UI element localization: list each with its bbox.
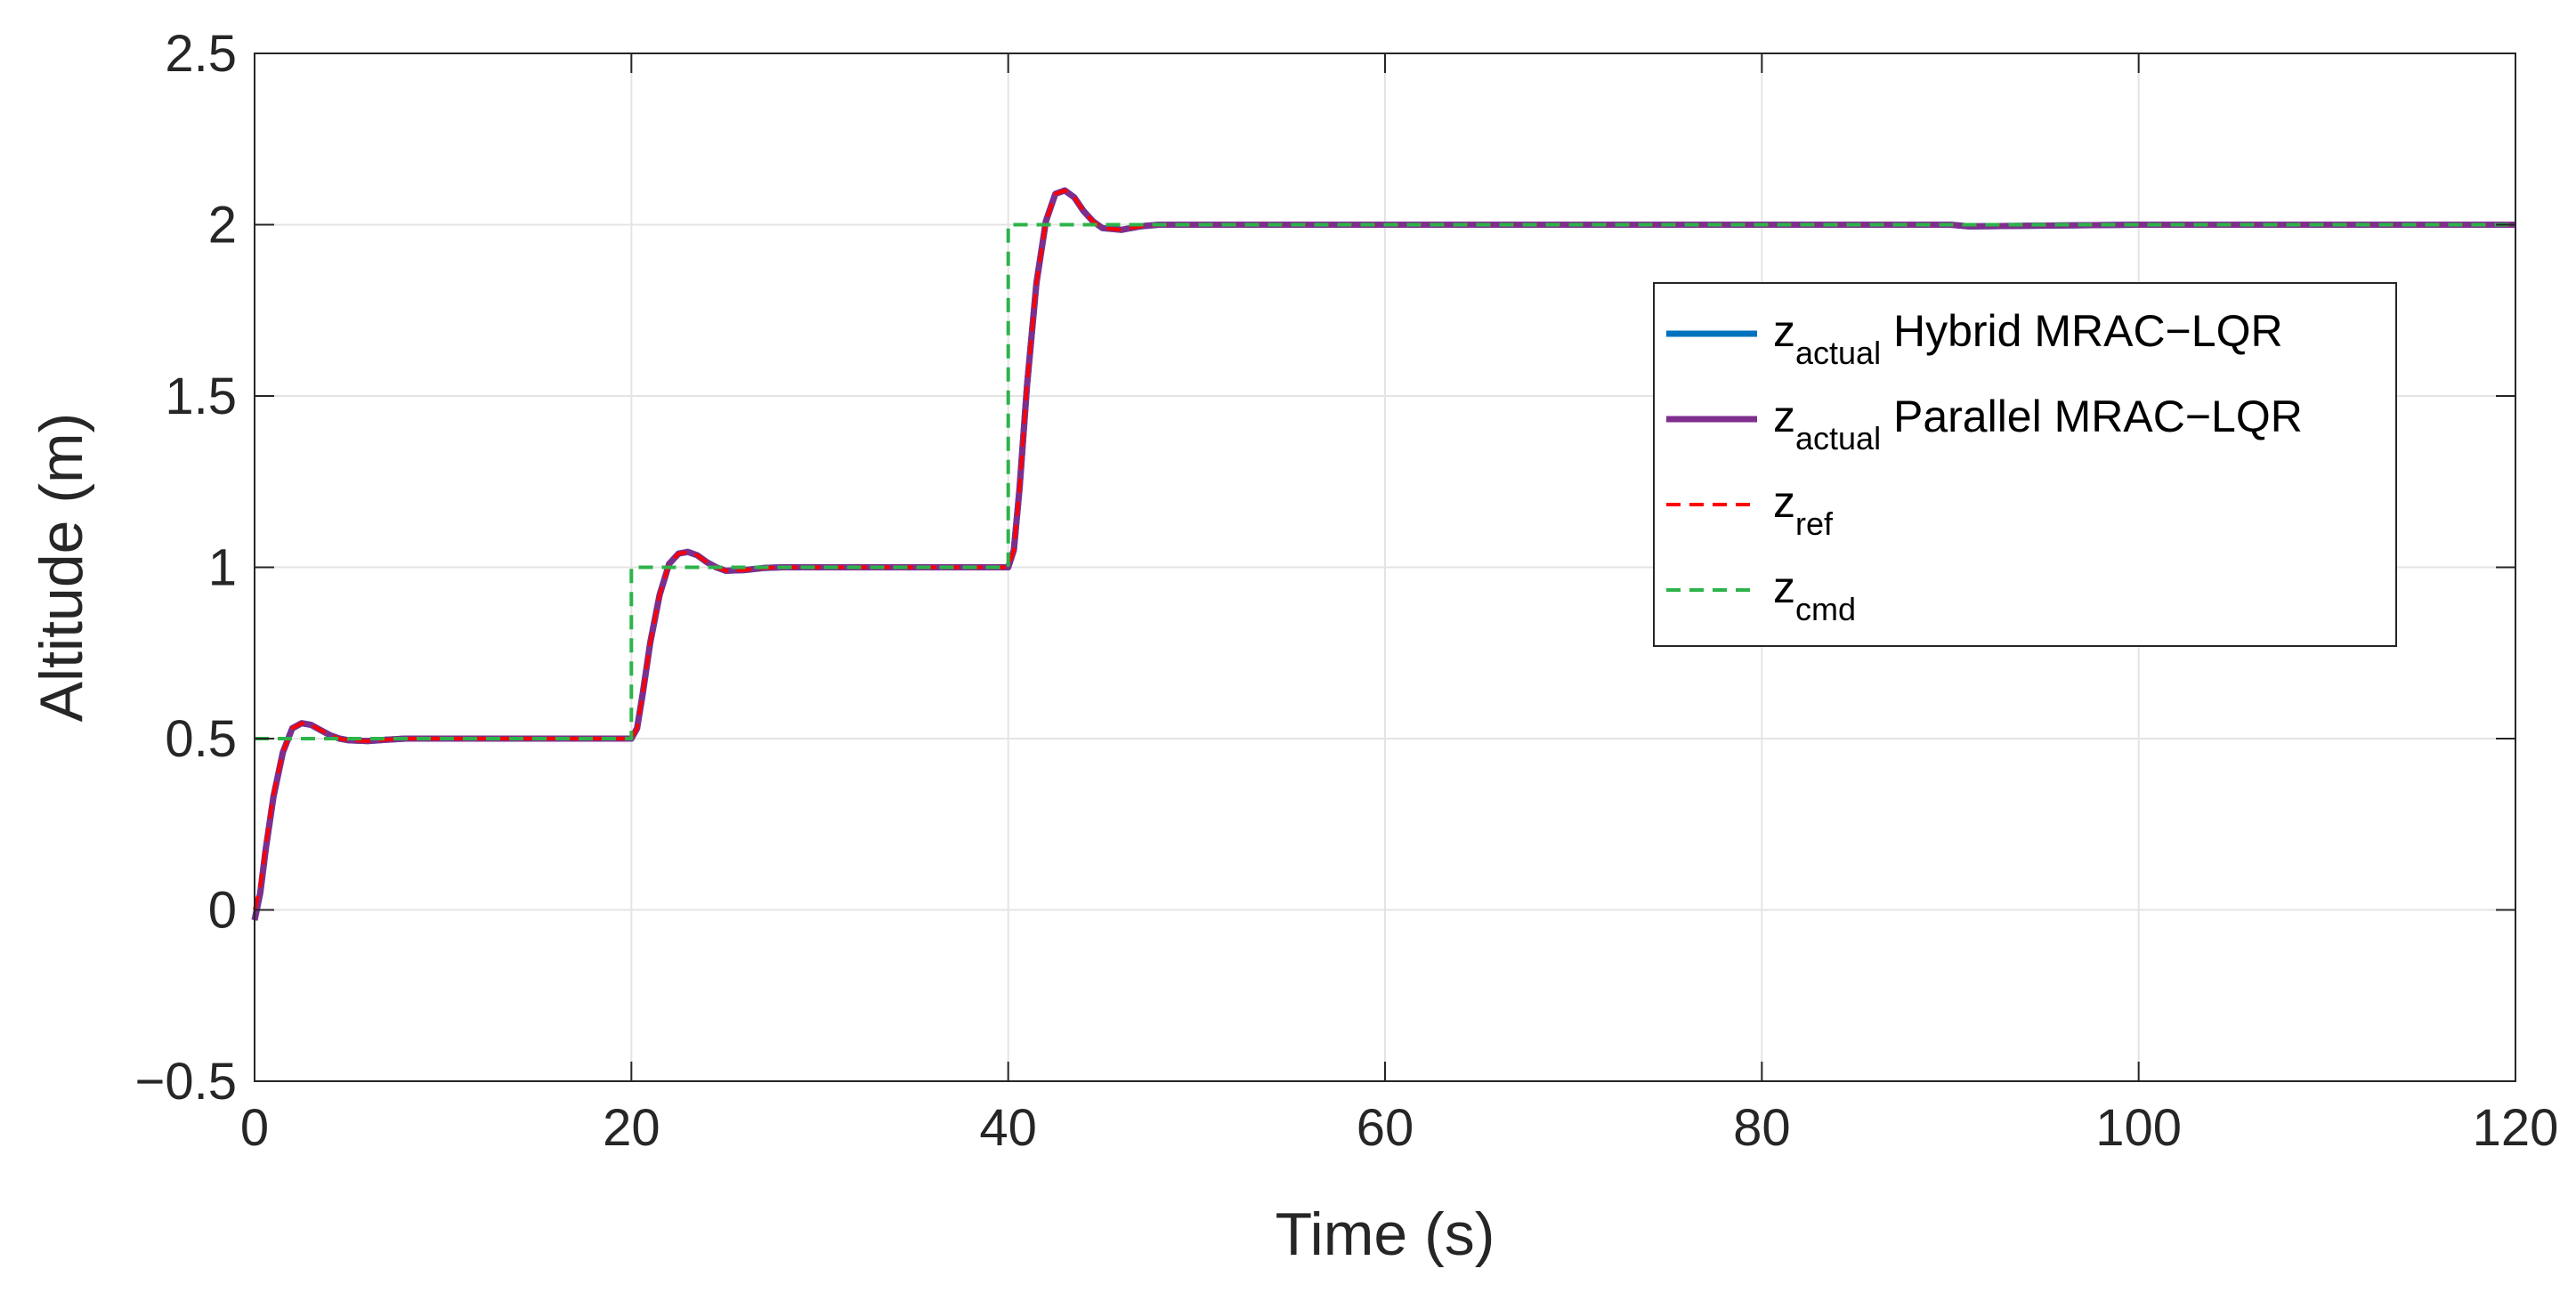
legend: zactual Hybrid MRAC−LQR zactual Parallel … <box>1653 282 2397 647</box>
legend-box <box>1653 282 2397 647</box>
x-tick-label: 80 <box>1733 1099 1791 1157</box>
series-layer <box>251 187 2515 921</box>
x-tick-label: 60 <box>1357 1099 1414 1157</box>
y-axis-label: Altitude (m) <box>28 413 95 723</box>
series-line-ref-2 <box>253 189 2515 910</box>
x-tick-label: 40 <box>979 1099 1037 1157</box>
legend-entry: zactual Hybrid MRAC−LQR <box>1773 306 2283 371</box>
x-tick-label: 0 <box>240 1099 269 1157</box>
series-line-cmd-3 <box>255 222 2515 740</box>
y-tick-label: −0.5 <box>135 1053 238 1111</box>
x-tick-label: 100 <box>2095 1099 2182 1157</box>
y-tick-label: 2 <box>208 197 237 255</box>
x-tick-label: 120 <box>2473 1099 2559 1157</box>
y-tick-label: 0 <box>208 882 237 940</box>
y-tick-label: 0.5 <box>165 710 237 768</box>
x-tick-label: 20 <box>603 1099 660 1157</box>
y-tick-label: 2.5 <box>165 25 237 83</box>
ticks: 0 20 40 60 80 100 120−0.500.511.522.5 <box>135 25 2559 1157</box>
legend-entry: zcmd <box>1773 562 1856 627</box>
y-tick-label: 1 <box>208 539 237 597</box>
legend-entry: zref <box>1773 477 1834 542</box>
x-axis-label: Time (s) <box>1276 1200 1495 1268</box>
y-tick-label: 1.5 <box>165 368 237 425</box>
legend-entry: zactual Parallel MRAC−LQR <box>1773 392 2303 457</box>
